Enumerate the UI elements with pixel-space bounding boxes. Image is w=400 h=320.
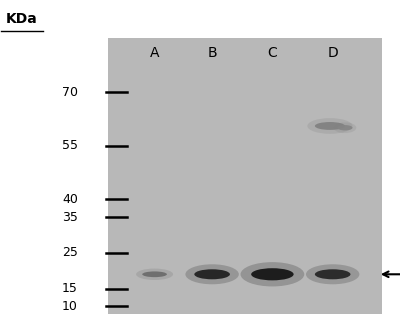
Ellipse shape [307,118,352,134]
Ellipse shape [315,122,345,130]
Text: A: A [150,46,159,60]
Text: 15: 15 [62,282,78,295]
Text: C: C [268,46,277,60]
Ellipse shape [315,269,350,279]
Ellipse shape [338,125,352,131]
Ellipse shape [306,264,359,284]
Ellipse shape [136,268,173,280]
Ellipse shape [186,264,239,284]
Text: 70: 70 [62,85,78,99]
Text: D: D [327,46,338,60]
Ellipse shape [194,269,230,279]
Ellipse shape [251,268,294,280]
Text: KDa: KDa [6,12,38,26]
Ellipse shape [240,262,304,286]
Text: 35: 35 [62,211,78,224]
Text: 10: 10 [62,300,78,313]
Text: 40: 40 [62,193,78,206]
Text: 25: 25 [62,246,78,259]
Ellipse shape [334,122,356,133]
Text: 55: 55 [62,139,78,152]
Text: B: B [207,46,217,60]
Ellipse shape [142,271,167,277]
